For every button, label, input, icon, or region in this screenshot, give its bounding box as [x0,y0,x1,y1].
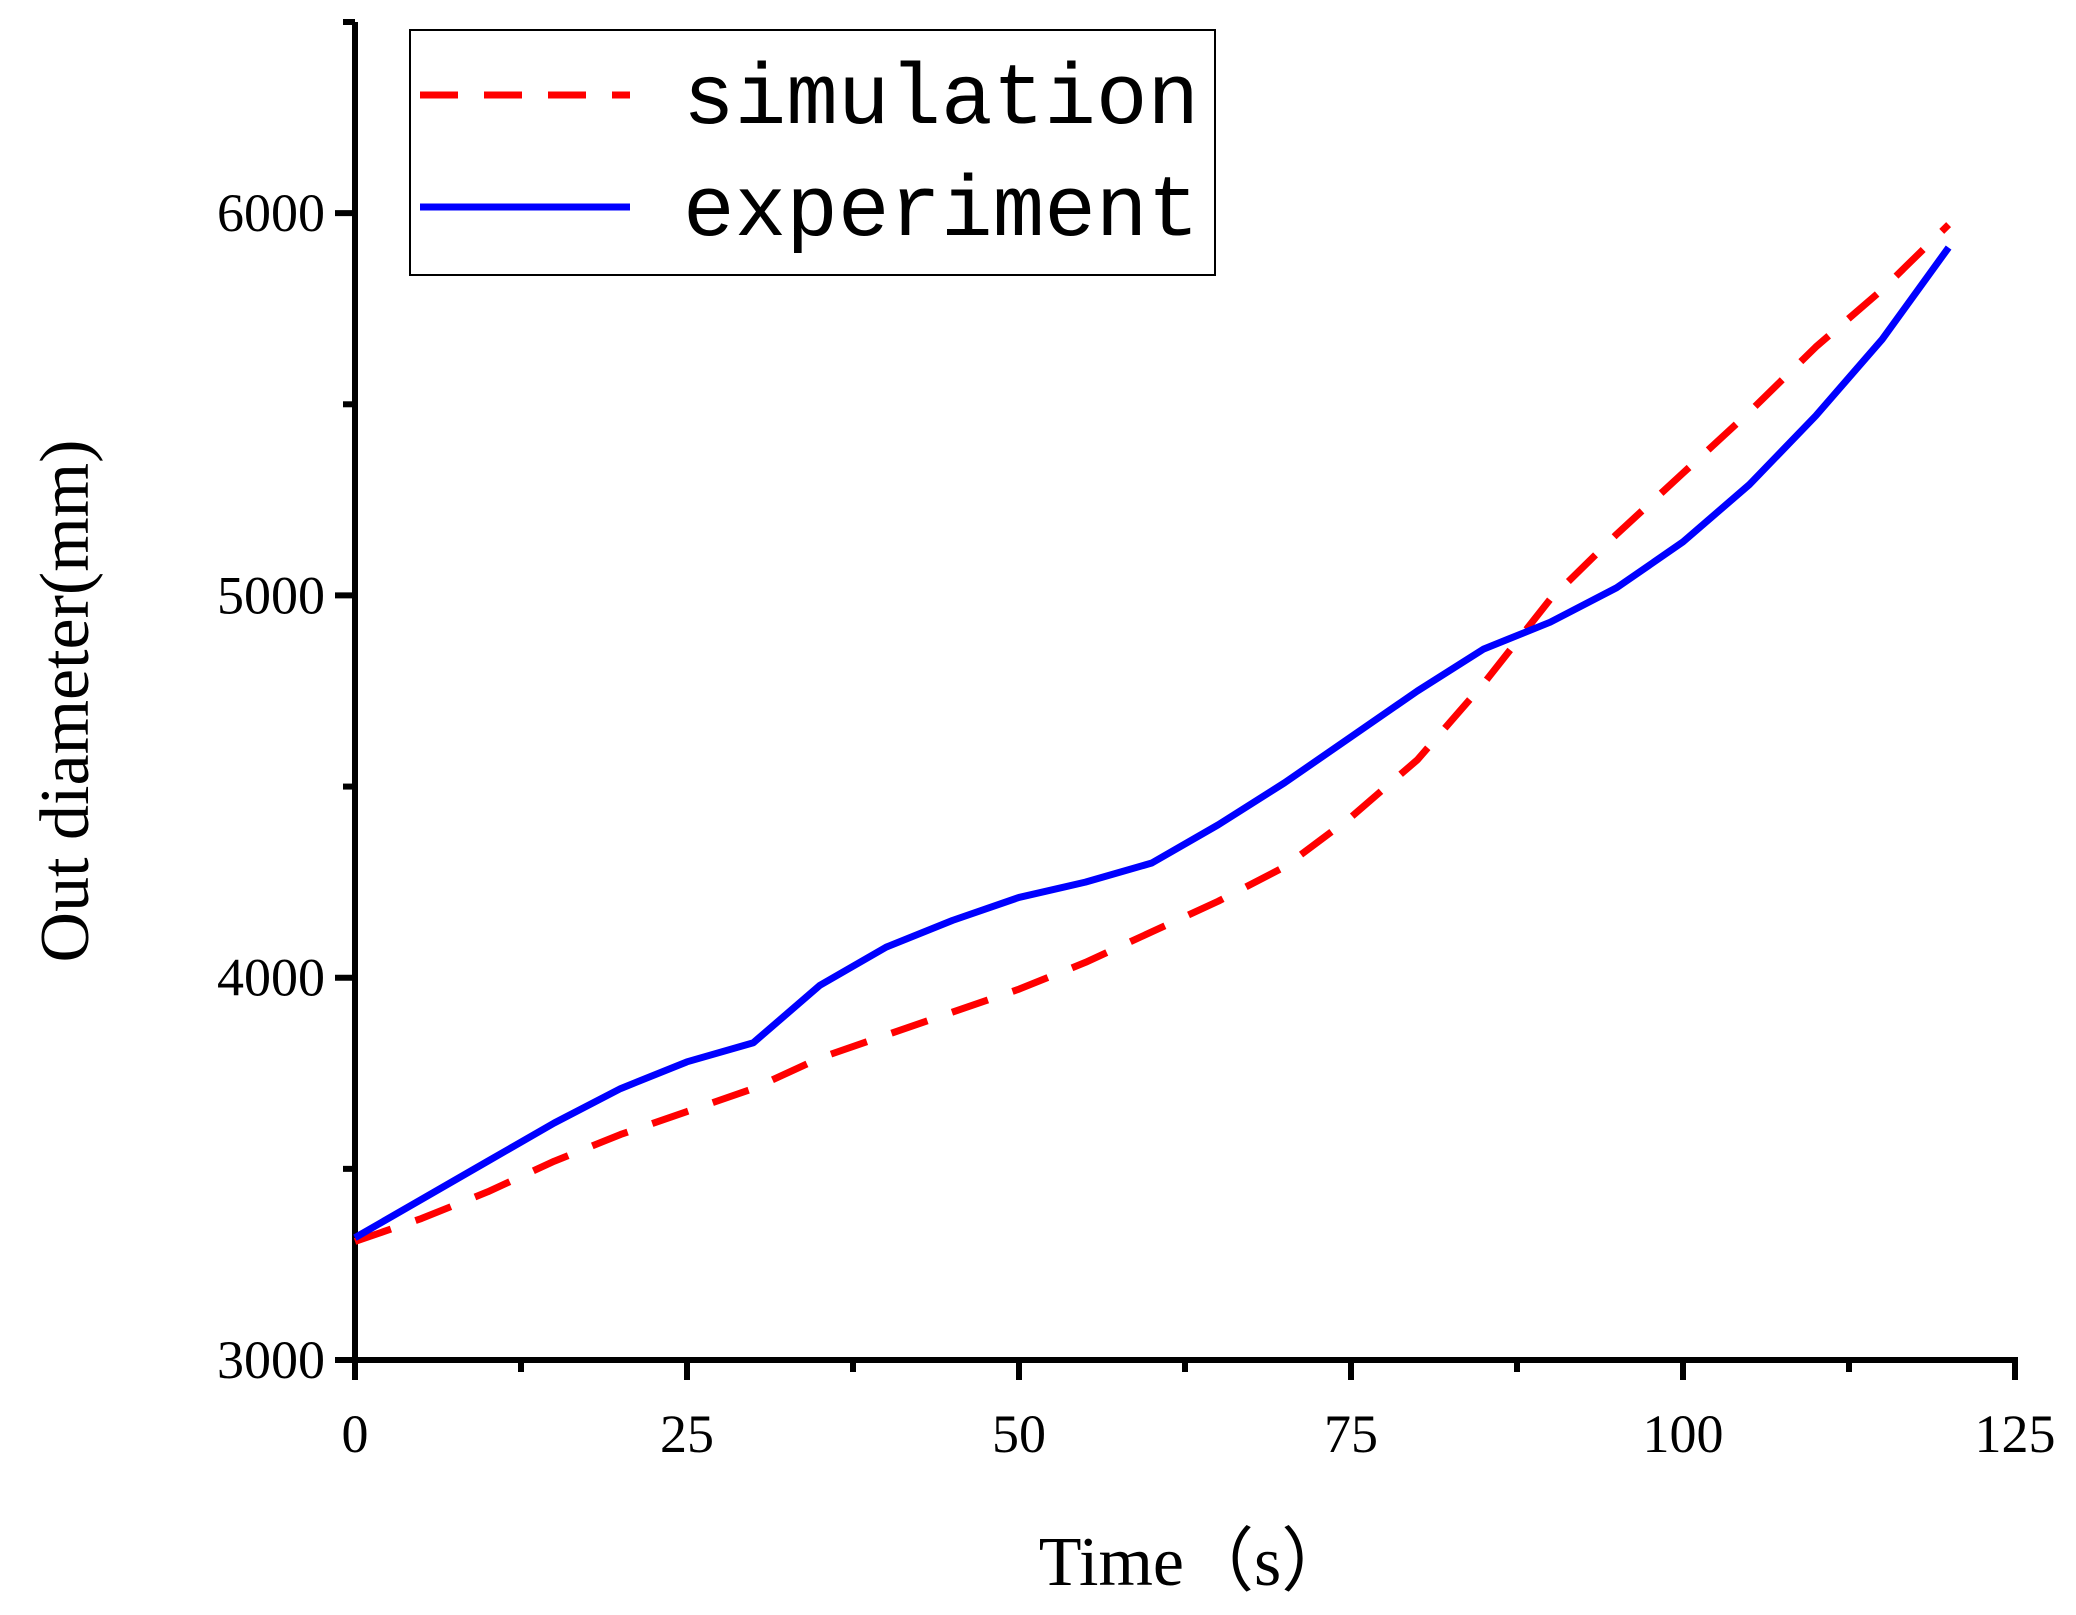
x-tick-label-25: 25 [660,1404,714,1464]
x-tick-label-125: 125 [1975,1404,2056,1464]
x-tick-label-50: 50 [992,1404,1046,1464]
legend-label-experiment: experiment [683,163,1199,261]
legend-box [409,29,1216,276]
y-axis-title: Out diameter(mm) [27,440,104,963]
legend: simulation experiment [409,29,1216,276]
x-tick-label-0: 0 [342,1404,369,1464]
x-axis-title: Time（s） [1039,1524,1352,1601]
legend-label-simulation: simulation [683,51,1199,149]
x-tick-label-100: 100 [1643,1404,1724,1464]
x-ticks: 0 25 50 75 100 125 [342,1360,2056,1464]
y-tick-label-4000: 4000 [217,948,325,1008]
x-tick-label-75: 75 [1324,1404,1378,1464]
y-tick-label-6000: 6000 [217,183,325,243]
series-layer [353,222,1952,1245]
series-line-simulation [353,222,1952,1245]
series-line-experiment [353,245,1952,1241]
y-ticks: 3000 4000 5000 6000 [217,19,355,1390]
plot-area: 0 25 50 75 100 125 3000 4000 5000 6000 [217,19,2056,1464]
y-tick-label-5000: 5000 [217,565,325,625]
y-tick-label-3000: 3000 [217,1330,325,1390]
